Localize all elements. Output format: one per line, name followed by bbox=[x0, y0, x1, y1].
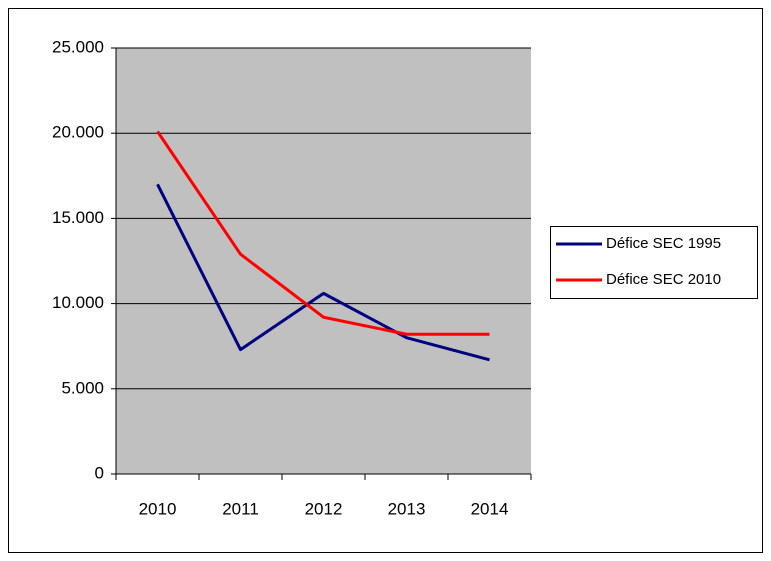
x-tick-label: 2010 bbox=[139, 499, 177, 518]
legend: Défice SEC 1995 Défice SEC 2010 bbox=[550, 226, 758, 299]
y-tick-label: 15.000 bbox=[52, 208, 104, 227]
plot-area bbox=[116, 48, 531, 474]
x-tick-label: 2011 bbox=[222, 499, 259, 518]
line-series bbox=[156, 183, 490, 362]
legend-label: Défice SEC 2010 bbox=[606, 271, 721, 288]
y-tick-label: 5.000 bbox=[61, 378, 104, 397]
legend-box bbox=[550, 226, 758, 299]
y-tick-label: 20.000 bbox=[52, 123, 104, 142]
x-tick-label: 2013 bbox=[388, 499, 426, 518]
x-tick-label: 2014 bbox=[471, 499, 509, 518]
y-tick-label: 10.000 bbox=[52, 293, 104, 312]
y-tick-label: 0 bbox=[95, 463, 104, 482]
legend-label: Défice SEC 1995 bbox=[606, 235, 721, 252]
x-tick-label: 2012 bbox=[305, 499, 343, 518]
y-tick-label: 25.000 bbox=[52, 37, 104, 56]
line-series bbox=[156, 130, 490, 336]
